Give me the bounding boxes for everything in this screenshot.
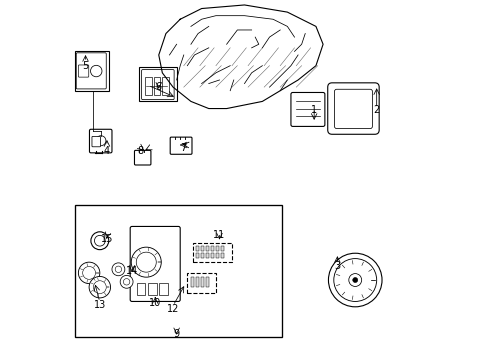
- Bar: [139, 67, 176, 102]
- FancyBboxPatch shape: [134, 150, 151, 165]
- Bar: [148, 283, 156, 295]
- Bar: [153, 77, 160, 95]
- Text: 9: 9: [173, 329, 179, 339]
- Bar: [205, 247, 209, 251]
- Circle shape: [328, 253, 381, 307]
- Circle shape: [91, 232, 108, 249]
- Bar: [210, 253, 214, 257]
- Bar: [215, 247, 219, 251]
- Circle shape: [89, 276, 110, 298]
- FancyBboxPatch shape: [130, 226, 180, 301]
- Circle shape: [136, 252, 156, 272]
- Bar: [215, 253, 219, 257]
- Circle shape: [352, 278, 357, 283]
- Bar: [136, 283, 145, 295]
- Text: 3: 3: [334, 261, 340, 271]
- FancyBboxPatch shape: [170, 137, 192, 154]
- Text: 10: 10: [149, 298, 161, 308]
- Circle shape: [78, 262, 100, 284]
- FancyBboxPatch shape: [92, 136, 101, 147]
- Text: 14: 14: [125, 266, 138, 276]
- Bar: [200, 247, 203, 251]
- FancyBboxPatch shape: [290, 93, 324, 126]
- Circle shape: [123, 279, 130, 285]
- Circle shape: [115, 266, 122, 273]
- Bar: [159, 283, 168, 295]
- Circle shape: [82, 266, 95, 279]
- FancyBboxPatch shape: [78, 65, 88, 77]
- Bar: [192, 243, 231, 262]
- Text: 7: 7: [180, 143, 186, 153]
- FancyBboxPatch shape: [89, 129, 112, 153]
- Bar: [75, 205, 282, 337]
- Bar: [190, 277, 194, 287]
- Text: 11: 11: [213, 230, 225, 240]
- FancyBboxPatch shape: [142, 69, 174, 100]
- Bar: [205, 277, 209, 287]
- Text: 15: 15: [101, 234, 113, 244]
- Text: 5: 5: [82, 61, 88, 71]
- Bar: [75, 51, 108, 91]
- Circle shape: [348, 274, 361, 287]
- FancyBboxPatch shape: [76, 53, 106, 89]
- Text: 2: 2: [373, 105, 379, 115]
- Circle shape: [131, 247, 161, 277]
- Circle shape: [94, 235, 105, 246]
- FancyBboxPatch shape: [334, 89, 372, 129]
- Bar: [196, 277, 199, 287]
- Bar: [195, 247, 199, 251]
- Text: 8: 8: [138, 147, 143, 157]
- Text: 1: 1: [310, 105, 317, 115]
- Bar: [220, 247, 224, 251]
- Circle shape: [93, 281, 106, 294]
- Bar: [201, 277, 204, 287]
- Text: 4: 4: [103, 147, 110, 157]
- Text: 6: 6: [155, 82, 162, 92]
- Bar: [162, 77, 168, 95]
- Bar: [145, 77, 151, 95]
- Circle shape: [96, 136, 106, 146]
- Text: 12: 12: [166, 303, 179, 314]
- Bar: [187, 273, 216, 293]
- FancyBboxPatch shape: [327, 83, 378, 134]
- Circle shape: [333, 258, 376, 301]
- Bar: [200, 253, 203, 257]
- Bar: [205, 253, 209, 257]
- Bar: [220, 253, 224, 257]
- Bar: [195, 253, 199, 257]
- Circle shape: [90, 65, 102, 77]
- Bar: [210, 247, 214, 251]
- Circle shape: [112, 263, 124, 276]
- Text: 13: 13: [94, 300, 106, 310]
- Circle shape: [120, 275, 133, 288]
